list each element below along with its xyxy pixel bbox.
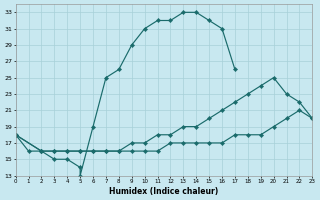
X-axis label: Humidex (Indice chaleur): Humidex (Indice chaleur) (109, 187, 219, 196)
